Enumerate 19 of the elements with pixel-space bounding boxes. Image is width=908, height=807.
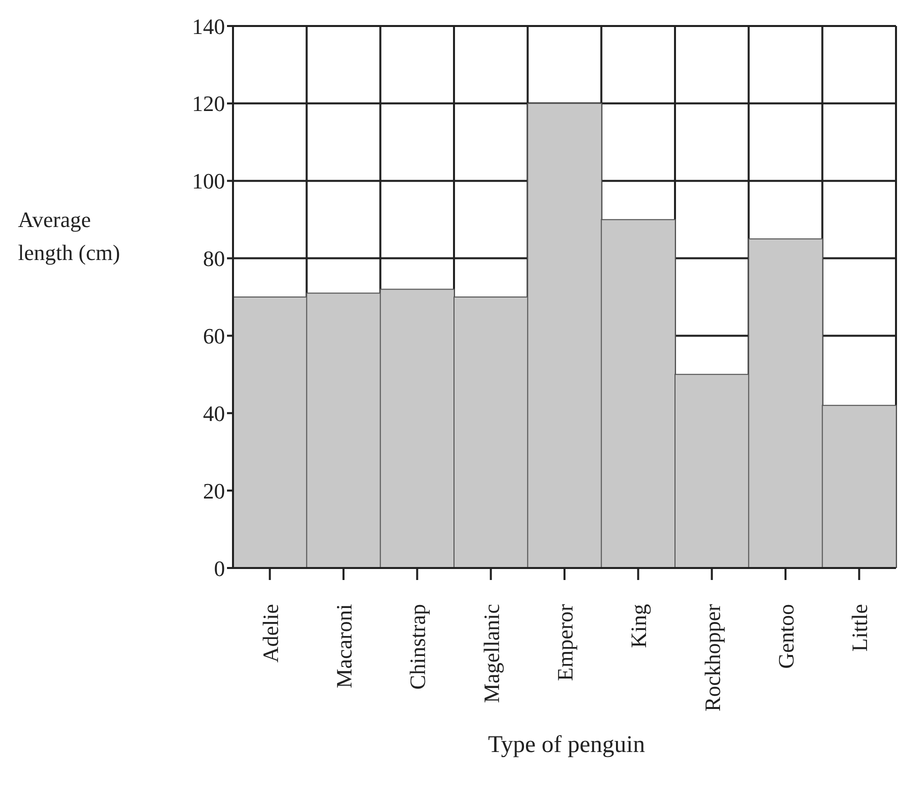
y-tick-label: 140 [192,14,225,39]
x-tick-label: Gentoo [774,604,798,669]
y-tick-label: 0 [214,556,225,581]
x-tick-label: Magellanic [478,604,504,703]
y-axis-title: Average length (cm) [18,206,122,267]
x-tick-label: Chinstrap [405,604,430,690]
x-tick-label: Emperor [552,603,578,681]
y-tick-label: 80 [203,246,225,272]
x-axis-title: Type of penguin [487,732,646,759]
y-tick-label: 20 [203,478,225,504]
y-tick-label: 120 [192,91,225,116]
x-tick-label: Macaroni [332,604,356,688]
y-tick-label: 60 [203,324,225,349]
x-tick-label: Little [847,604,872,652]
x-tick-label: King [626,604,652,648]
x-tick-label: Adelie [258,604,283,663]
y-tick-label: 100 [192,168,225,194]
y-tick-label: 40 [203,400,225,426]
x-tick-label: Rockhopper [700,603,725,712]
